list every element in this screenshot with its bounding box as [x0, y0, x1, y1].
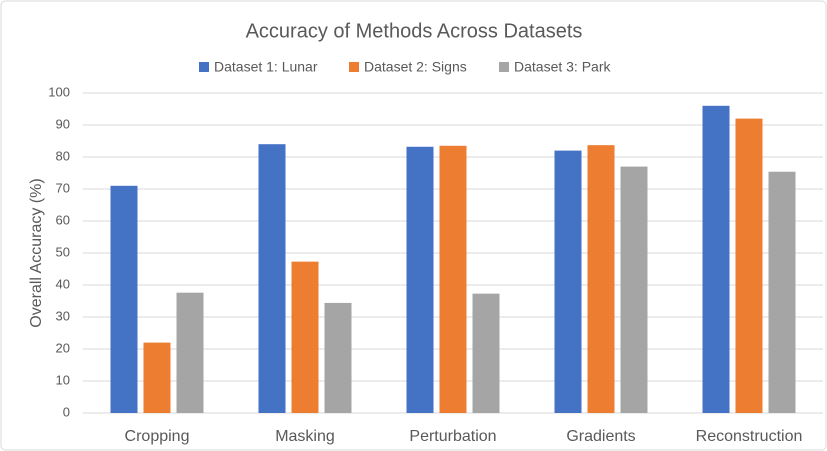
legend-swatch	[349, 62, 359, 72]
bar	[554, 150, 582, 413]
y-tick-label: 100	[48, 84, 70, 99]
legend-label: Dataset 2: Signs	[364, 59, 467, 75]
bar	[735, 118, 763, 413]
y-tick-label: 30	[56, 308, 70, 323]
bar	[406, 146, 434, 413]
legend-swatch	[499, 62, 509, 72]
y-tick-label: 20	[56, 340, 70, 355]
y-tick-label: 80	[56, 148, 70, 163]
bar	[324, 302, 352, 413]
bar	[768, 171, 796, 413]
y-axis-label: Overall Accuracy (%)	[28, 178, 45, 327]
bar	[620, 166, 648, 413]
y-tick-label: 50	[56, 244, 70, 259]
legend-label: Dataset 3: Park	[514, 59, 611, 75]
y-tick-label: 70	[56, 180, 70, 195]
x-tick-label: Reconstruction	[696, 428, 803, 445]
y-tick-label: 60	[56, 212, 70, 227]
bar	[702, 105, 730, 414]
legend-swatch	[199, 62, 209, 72]
bar	[587, 145, 615, 413]
bar	[258, 144, 286, 413]
chart-title: Accuracy of Methods Across Datasets	[246, 20, 583, 42]
bar	[291, 261, 319, 413]
y-tick-label: 90	[56, 116, 70, 131]
bar	[143, 342, 171, 413]
y-tick-label: 40	[56, 276, 70, 291]
x-tick-label: Cropping	[125, 428, 190, 445]
bar	[176, 292, 204, 413]
y-tick-label: 10	[56, 372, 70, 387]
x-tick-label: Masking	[275, 428, 335, 445]
x-tick-label: Perturbation	[409, 428, 496, 445]
legend-label: Dataset 1: Lunar	[214, 59, 318, 75]
x-tick-label: Gradients	[566, 428, 635, 445]
bar	[439, 145, 467, 414]
bar	[110, 185, 138, 413]
y-tick-label: 0	[63, 404, 70, 419]
bar	[472, 293, 500, 413]
